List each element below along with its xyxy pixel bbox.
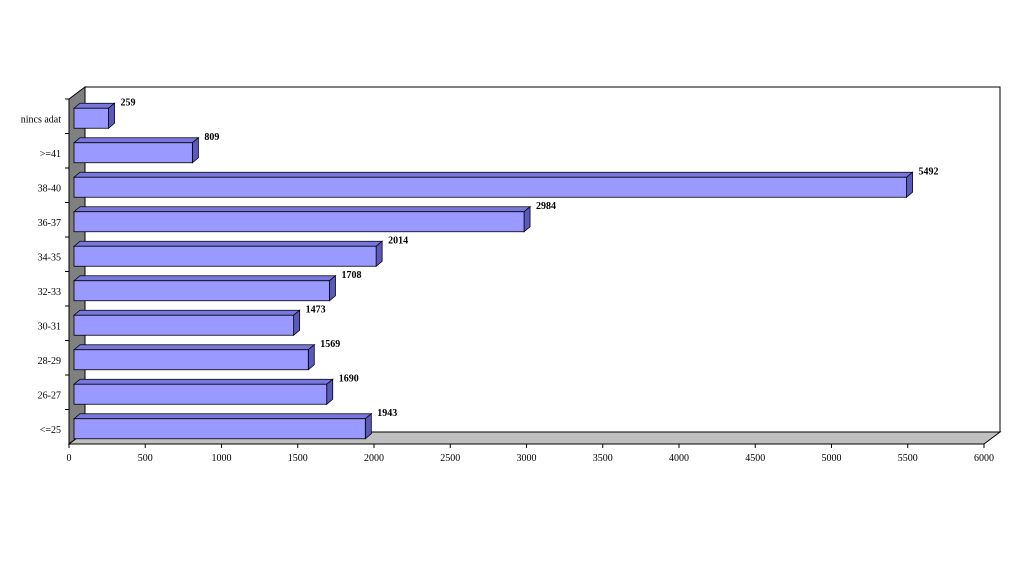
category-label-1: 26-27 — [38, 390, 61, 401]
x-tick-label-9: 4500 — [745, 453, 765, 464]
x-tick-label-1: 500 — [138, 453, 153, 464]
category-label-5: 34-35 — [38, 252, 61, 263]
bar-side-0 — [364, 412, 372, 440]
data-label-2: 1569 — [320, 339, 340, 350]
category-label-2: 28-29 — [38, 356, 61, 367]
x-tick-label-3: 1500 — [288, 453, 308, 464]
bar-top-6 — [72, 206, 532, 213]
category-label-4: 32-33 — [38, 287, 61, 298]
chart-axes: 0 500 1000 1500 2000 2500 3000 3500 4000 4500 5000… — [65, 98, 994, 464]
bar-top-7 — [72, 171, 914, 178]
x-tick-label-0: 0 — [67, 453, 72, 464]
x-tick-label-11: 5500 — [898, 453, 918, 464]
bar-7 — [73, 176, 907, 198]
data-label-1: 1690 — [339, 373, 359, 384]
x-tick-label-7: 3500 — [593, 453, 613, 464]
x-tick-label-4: 2000 — [364, 453, 384, 464]
bar-side-3 — [293, 309, 301, 337]
bar-top-9 — [72, 102, 116, 109]
bar-top-8 — [72, 137, 200, 144]
bar-side-2 — [307, 343, 315, 371]
bar-side-4 — [329, 274, 336, 302]
bar-side-8 — [191, 136, 199, 164]
chart-labels: <=25 1943 26-27 1690 28-29 1569 30-31 1473 32-33… — [21, 97, 939, 436]
data-label-7: 5492 — [919, 166, 939, 177]
x-tick-label-2: 1000 — [212, 453, 232, 464]
category-label-0: <=25 — [40, 425, 61, 436]
bar-9 — [73, 107, 109, 129]
bar-1 — [73, 383, 328, 405]
bar-top-3 — [72, 309, 301, 316]
bar-3 — [73, 314, 295, 336]
category-label-8: >=41 — [40, 149, 61, 160]
bar-top-5 — [72, 240, 384, 247]
bar-top-0 — [72, 413, 373, 420]
bar-0 — [73, 418, 366, 440]
bar-4 — [73, 280, 330, 302]
category-label-6: 36-37 — [38, 218, 61, 229]
bar-top-2 — [72, 344, 316, 351]
bar-side-7 — [906, 171, 913, 199]
category-label-9: nincs adat — [21, 114, 61, 125]
bar-8 — [73, 142, 193, 164]
bar-top-1 — [72, 378, 334, 385]
data-label-5: 2014 — [388, 235, 408, 246]
x-tick-label-6: 3000 — [517, 453, 537, 464]
x-tick-label-8: 4000 — [669, 453, 689, 464]
data-label-0: 1943 — [377, 408, 397, 419]
data-label-9: 259 — [120, 97, 135, 108]
x-tick-label-10: 5000 — [822, 453, 842, 464]
bar-6 — [73, 211, 525, 233]
bar-side-5 — [375, 240, 383, 268]
data-label-8: 809 — [204, 132, 219, 143]
data-label-4: 1708 — [341, 270, 361, 281]
bar-side-1 — [326, 378, 334, 406]
data-label-6: 2984 — [536, 201, 556, 212]
bar-2 — [73, 349, 309, 371]
category-label-7: 38-40 — [38, 183, 61, 194]
bar-top-4 — [72, 275, 337, 282]
bar-side-6 — [523, 205, 531, 233]
bar-5 — [73, 245, 377, 267]
chart-bars — [72, 102, 914, 440]
x-tick-label-5: 2500 — [440, 453, 460, 464]
data-label-3: 1473 — [306, 304, 326, 315]
category-label-3: 30-31 — [38, 321, 61, 332]
bar-side-9 — [108, 102, 115, 130]
x-tick-label-12: 6000 — [974, 453, 994, 464]
